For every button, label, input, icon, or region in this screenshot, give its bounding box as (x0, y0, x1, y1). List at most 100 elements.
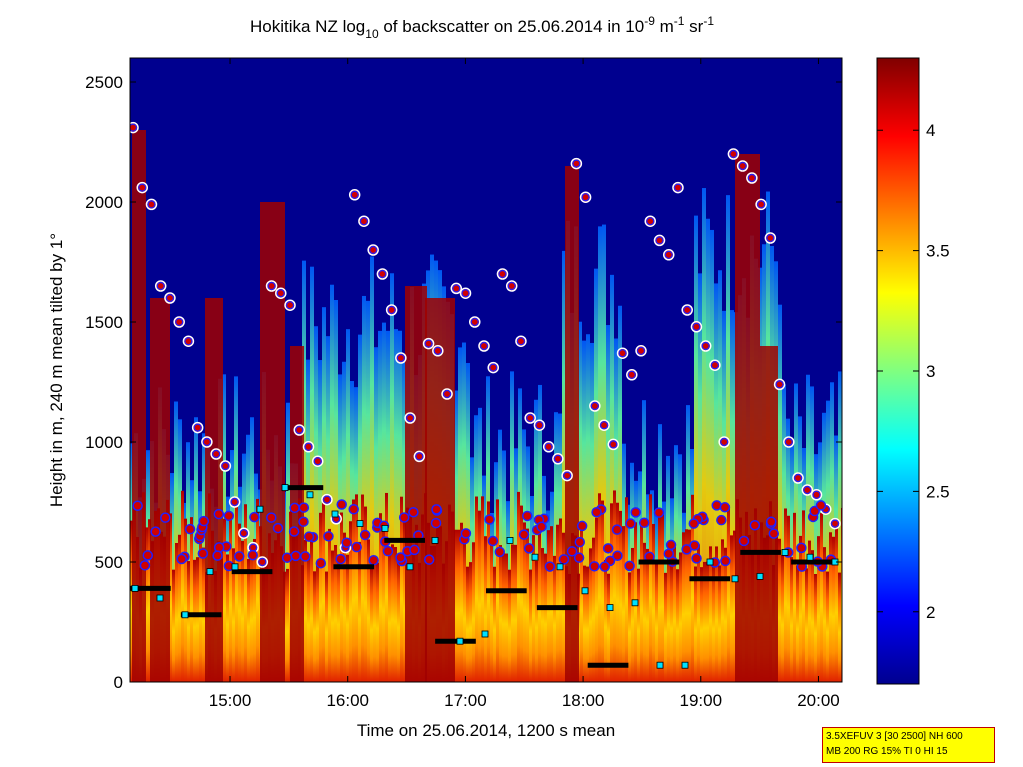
boundary-layer-column (499, 545, 502, 682)
cloud-base-point-ring (599, 421, 609, 430)
cloud-base-point (395, 552, 406, 563)
boundary-layer-column (661, 514, 664, 682)
boundary-layer-column (601, 500, 604, 682)
haze-column (618, 305, 622, 682)
cloud-base-point (431, 504, 442, 515)
boundary-layer-column (646, 548, 649, 682)
boundary-layer-column (835, 527, 838, 682)
cloud-base-point (809, 505, 820, 517)
boundary-layer-column (667, 553, 670, 682)
boundary-layer-column (682, 532, 685, 682)
cloud-base-point (336, 499, 347, 510)
x-tick-label: 19:00 (680, 691, 723, 710)
cloud-base-point-ring (267, 281, 276, 291)
cloud-base-point-ring (516, 337, 526, 346)
boundary-layer-column (388, 550, 391, 682)
boundary-layer-column (826, 571, 829, 682)
title-part-sup2: -1 (674, 14, 685, 28)
boundary-layer-column (361, 494, 364, 682)
mixing-layer-point (231, 563, 239, 571)
haze-column (698, 273, 702, 682)
boundary-layer-column (340, 512, 343, 682)
title-part-mid3: sr (684, 17, 703, 36)
cloud-base-point-ring (350, 190, 359, 199)
info-line-2: MB 200 RG 15% TI 0 HI 15 (826, 746, 948, 757)
cloud-base-point (382, 545, 394, 557)
mixing-layer-point (656, 661, 664, 669)
cloud-base-point (281, 552, 293, 563)
cloud-base-point-ring (775, 380, 784, 389)
haze-column (838, 371, 842, 682)
boundary-layer-column (403, 521, 406, 682)
boundary-layer-column (469, 562, 472, 682)
boundary-layer-column (382, 524, 385, 682)
boundary-layer-column (304, 539, 307, 682)
cloud-base-point (303, 531, 315, 542)
boundary-layer-column (607, 573, 610, 682)
cloud-base-point (341, 537, 352, 548)
plume-column (205, 298, 223, 682)
cloud-base-point-ring (692, 322, 701, 331)
haze-column (322, 307, 326, 682)
cloud-base-point (487, 535, 499, 547)
boundary-layer-column (460, 522, 463, 682)
boundary-layer-column (586, 566, 589, 682)
boundary-layer-column (250, 545, 253, 682)
plume-column (405, 286, 427, 682)
boundary-layer-column (532, 535, 535, 682)
title-part-sup3: -1 (703, 14, 714, 28)
boundary-layer-column (832, 536, 835, 682)
boundary-layer-column (526, 528, 529, 682)
cloud-base-point-ring (544, 442, 553, 451)
cloud-base-point-ring (461, 289, 470, 298)
boundary-layer-column (343, 532, 346, 682)
boundary-layer-column (553, 555, 556, 682)
cloud-base-point-ring (304, 442, 313, 451)
haze-column (194, 417, 198, 682)
cloud-base-point (796, 542, 807, 554)
boundary-layer-column (712, 564, 715, 682)
title-part-mid2: m (655, 17, 674, 36)
plume-column (150, 298, 170, 682)
cloud-base-point-ring (701, 341, 710, 351)
cloud-base-point (160, 512, 171, 523)
cloud-base-point (716, 514, 727, 526)
boundary-layer-column (658, 516, 661, 682)
plume-column (735, 154, 760, 682)
boundary-layer-column (328, 528, 331, 682)
haze-column (826, 400, 830, 682)
mixing-layer-point (806, 553, 814, 561)
cloud-base-point (290, 550, 302, 562)
cloud-base-point-ring (147, 200, 156, 209)
haze-column (722, 310, 726, 682)
cloud-base-point (212, 550, 223, 561)
cloud-base-point-ring (406, 413, 415, 423)
boundary-layer-column (784, 508, 787, 682)
haze-column (810, 386, 814, 682)
cloud-base-point (409, 544, 420, 556)
cloud-base-point-ring (757, 200, 766, 209)
cloud-base-point (544, 561, 556, 572)
cloud-base-point (198, 515, 210, 527)
cloud-base-point (298, 516, 309, 527)
cloud-base-point (688, 518, 700, 529)
cloud-base-point (574, 536, 586, 548)
y-tick-label: 2000 (85, 193, 123, 212)
boundary-layer-column (187, 561, 190, 682)
colorbar-tick-label: 3 (926, 362, 935, 381)
mixing-layer-point (681, 661, 689, 669)
boundary-layer-column (364, 506, 367, 682)
haze-column (382, 322, 386, 682)
mixing-layer-point (556, 563, 564, 571)
cloud-base-point-ring (424, 339, 433, 348)
boundary-layer-column (631, 547, 634, 682)
x-axis-label: Time on 25.06.2014, 1200 s mean (357, 721, 615, 740)
boundary-layer-column (391, 544, 394, 682)
cloud-base-point (368, 555, 379, 566)
cloud-base-point-ring (322, 495, 332, 504)
haze-column (286, 402, 290, 682)
cloud-base-point (298, 502, 310, 513)
boundary-layer-column (817, 536, 820, 682)
haze-column (594, 268, 598, 682)
title-part-mid: of backscatter on 25.06.2014 in 10 (379, 17, 645, 36)
